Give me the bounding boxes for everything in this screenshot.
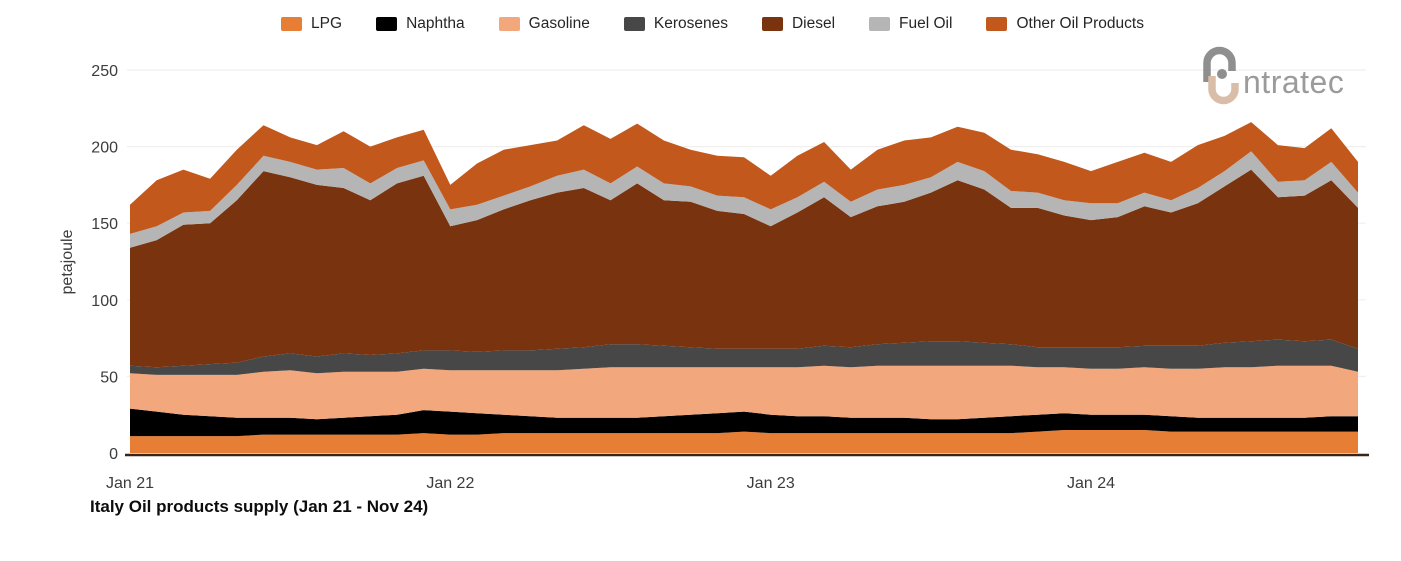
legend-label-other-oil-products: Other Oil Products	[1016, 15, 1144, 32]
area-kerosenes	[130, 339, 1358, 375]
legend-item-diesel: Diesel	[761, 15, 836, 32]
area-fuel-oil	[130, 151, 1358, 248]
area-lpg	[130, 430, 1358, 453]
area-naphtha	[130, 408, 1358, 437]
y-tick-label: 0	[109, 446, 118, 463]
x-tick-label: Jan 21	[106, 475, 154, 492]
logo-i-dot-icon	[1217, 69, 1227, 79]
legend-label-fuel-oil: Fuel Oil	[899, 15, 953, 32]
y-tick-label: 50	[100, 369, 118, 386]
area-other-oil-products	[130, 122, 1358, 234]
legend-item-naphtha: Naphtha	[376, 16, 465, 32]
area-diesel	[130, 169, 1358, 368]
legend-item-kerosenes: Kerosenes	[623, 15, 728, 32]
legend-label-diesel: Diesel	[791, 15, 836, 32]
legend-label-naphtha: Naphtha	[406, 15, 465, 32]
legend-swatch-diesel-icon	[761, 16, 783, 31]
legend-label-kerosenes: Kerosenes	[653, 15, 728, 32]
legend-swatch-fuel-oil-icon	[869, 16, 891, 31]
logo-text: ntratec	[1243, 64, 1344, 100]
x-tick-label: Jan 24	[1067, 475, 1115, 492]
legend-item-fuel-oil: Fuel Oil	[869, 16, 952, 32]
y-tick-label: 150	[91, 216, 118, 233]
intratec-logo: ntratec	[1203, 46, 1344, 105]
legend-swatch-lpg-icon	[281, 16, 303, 31]
y-tick-label: 100	[91, 293, 118, 310]
legend-swatch-other-oil-products-icon	[986, 16, 1008, 31]
legend-item-other-oil-products: Other Oil Products	[986, 16, 1144, 32]
chart-legend: LPG Naphtha Gasoline Kerosenes Diesel Fuel Oi…	[12, 16, 1401, 32]
y-tick-label: 200	[91, 140, 118, 157]
logo-hook-bottom-icon	[1208, 76, 1239, 105]
logo-hook-top-icon	[1203, 46, 1236, 82]
x-tick-label: Jan 23	[747, 475, 795, 492]
legend-swatch-gasoline-icon	[498, 16, 520, 31]
legend-label-lpg: LPG	[311, 15, 343, 32]
legend-label-gasoline: Gasoline	[528, 15, 590, 32]
legend-swatch-kerosenes-icon	[623, 16, 645, 31]
chart-title: Italy Oil products supply (Jan 21 - Nov …	[90, 497, 429, 516]
y-axis-title: petajoule	[59, 229, 76, 294]
area-gasoline	[130, 365, 1358, 420]
legend-swatch-naphtha-icon	[376, 16, 398, 31]
x-tick-label: Jan 22	[426, 475, 474, 492]
legend-item-gasoline: Gasoline	[498, 15, 590, 32]
y-tick-label: 250	[91, 63, 118, 80]
legend-item-lpg: LPG	[281, 16, 342, 32]
